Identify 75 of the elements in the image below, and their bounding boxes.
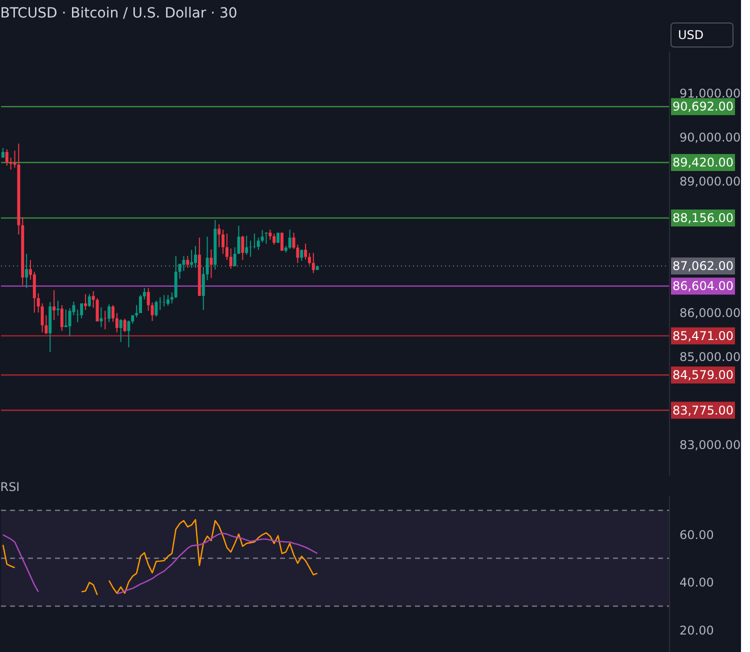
candlestick: [186, 255, 190, 268]
ref-line-label: 83,775.00: [672, 403, 734, 418]
candlestick: [32, 271, 36, 314]
candlestick: [142, 288, 146, 300]
candlestick: [56, 300, 60, 316]
y-tick-label: 91,000.00: [680, 86, 741, 101]
candlestick: [170, 292, 174, 304]
candlestick: [100, 306, 103, 328]
chart-title: RSI: [0, 480, 20, 494]
text: USD: [678, 28, 704, 42]
candlestick: [111, 304, 114, 322]
candlestick: [88, 294, 91, 308]
candlestick: [190, 249, 194, 268]
candlestick: [52, 290, 56, 321]
candlestick: [296, 244, 300, 264]
candlestick: [108, 304, 111, 323]
candlestick: [146, 288, 150, 312]
candlestick: [264, 232, 268, 244]
candlestick: [222, 229, 225, 254]
candlestick: [158, 296, 162, 310]
candlestick: [218, 224, 221, 248]
candlestick: [119, 318, 122, 343]
candlestick: [80, 302, 84, 319]
ref-line-label: 89,420.00: [672, 155, 734, 170]
candlestick: [292, 232, 296, 250]
candlestick: [182, 255, 186, 272]
candlestick: [96, 298, 99, 322]
ref-line-label: 90,692.00: [672, 100, 734, 114]
ref-line-label: 85,471.00: [672, 328, 734, 343]
candlestick: [123, 318, 126, 332]
candlestick: [268, 229, 272, 240]
candlestick: [115, 312, 118, 333]
candlestick: [194, 245, 197, 268]
candlestick: [127, 320, 130, 348]
candlestick: [276, 232, 280, 244]
y-tick-label: 83,000.00: [680, 438, 741, 452]
ref-line-label: 87,062.00: [672, 258, 734, 273]
candlestick: [36, 292, 40, 314]
candlestick: [241, 235, 244, 260]
candlestick: [150, 302, 154, 322]
y-tick-label: 85,000.00: [680, 350, 741, 364]
ref-line-label: 88,156.00: [672, 210, 734, 225]
y-tick-label: 20.00: [680, 624, 714, 638]
candlestick: [225, 233, 228, 260]
candlestick: [92, 290, 95, 308]
ref-line-label: 86,604.00: [672, 279, 734, 294]
candlestick: [280, 232, 284, 252]
candlestick: [245, 235, 248, 256]
candlestick: [25, 253, 28, 289]
candlestick: [256, 237, 260, 250]
candlestick: [154, 300, 158, 318]
ref-line-label: 84,579.00: [672, 368, 734, 382]
y-tick-label: 86,000.00: [680, 306, 741, 320]
candlestick: [210, 248, 213, 278]
candlestick: [139, 294, 142, 314]
candlestick: [308, 252, 311, 266]
chart-title: BTCUSD · Bitcoin / U.S. Dollar · 30: [0, 6, 238, 22]
candlestick: [166, 294, 170, 306]
candlestick: [84, 294, 87, 310]
candlestick: [5, 148, 8, 166]
y-tick-label: 90,000.00: [680, 130, 741, 145]
candlestick: [40, 302, 44, 333]
candlestick: [135, 304, 138, 318]
candlestick: [260, 230, 264, 243]
y-tick-label: 40.00: [680, 576, 714, 590]
candlestick: [312, 252, 315, 274]
candlestick: [229, 248, 232, 270]
candlestick: [288, 229, 292, 250]
candlestick: [304, 243, 308, 260]
candlestick: [162, 294, 166, 307]
candlestick: [60, 304, 64, 332]
candlestick: [272, 233, 276, 246]
y-tick-label: 89,000.00: [680, 174, 741, 188]
candlestick: [252, 233, 256, 250]
y-tick-label: 60.00: [680, 528, 714, 542]
